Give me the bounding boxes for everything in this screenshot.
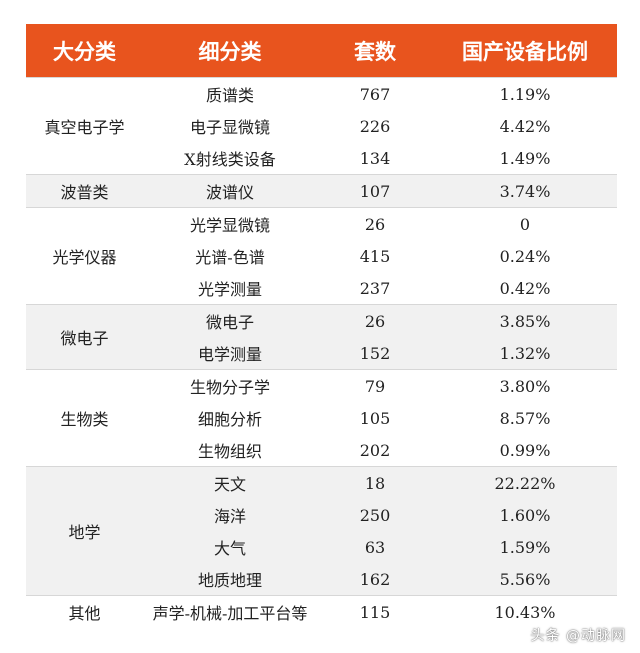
major-category-cell: 地学 [26,466,143,596]
subcategory-cell: 生物分子学 [143,369,317,402]
unit-count-cell: 152 [359,343,391,363]
source-watermark: 头条 @动脉网 [530,628,626,644]
header-subcategory: 细分类 [198,38,262,64]
subcategory-cell: X射线类设备 [184,150,276,169]
subcategory-cell: 质谱类 [143,77,317,110]
subcategory-cell: 波谱仪 [143,174,317,208]
domestic-ratio-cell: 0.42% [499,278,551,298]
major-category-cell: 波普类 [26,174,143,208]
table-row: 地学 天文 18 22.22% [26,466,617,596]
unit-count-cell: 767 [317,77,433,110]
domestic-ratio-cell: 3.80% [433,369,617,402]
subcategory-cell: 海洋 [213,507,246,526]
domestic-ratio-cell: 8.57% [499,408,551,428]
header-major-category: 大分类 [53,38,116,64]
unit-count-cell: 237 [359,278,391,298]
domestic-ratio-cell: 0.99% [499,440,551,460]
unit-count-cell: 63 [364,537,386,557]
table-body: 真空电子学 质谱类 767 1.19% 电子显微镜 226 4.42% X射线类设备 134 1.… [26,77,617,628]
subcategory-cell: 生物组织 [197,442,262,461]
subcategory-cell: 光谱-色谱 [195,248,265,267]
subcategory-cell: 声学-机械-加工平台等 [143,595,317,628]
unit-count-cell: 202 [359,440,391,460]
unit-count-cell: 26 [317,304,433,337]
domestic-ratio-cell: 1.59% [499,537,551,557]
subcategory-cell: 电子显微镜 [189,118,270,137]
subcategory-cell: 天文 [143,466,317,499]
major-category-cell: 真空电子学 [26,77,143,175]
major-category-cell: 其他 [26,595,143,628]
domestic-ratio-cell: 3.74% [433,174,617,208]
subcategory-cell: 光学显微镜 [143,207,317,240]
unit-count-cell: 226 [359,116,391,136]
major-category-cell: 微电子 [26,304,143,370]
table-header: 大分类 细分类 套数 国产设备比例 [26,24,617,78]
table-row: 微电子 微电子 26 3.85% [26,304,617,370]
unit-count-cell: 26 [317,207,433,240]
unit-count-cell: 162 [359,569,391,589]
subcategory-cell: 电学测量 [197,345,262,364]
unit-count-cell: 115 [317,595,433,628]
unit-count-cell: 79 [317,369,433,402]
subcategory-cell: 大气 [213,539,246,558]
subcategory-cell: 细胞分析 [197,410,262,429]
domestic-ratio-cell: 3.85% [433,304,617,337]
table-row: 生物类 生物分子学 79 3.80% [26,369,617,467]
unit-count-cell: 107 [317,174,433,208]
domestic-ratio-cell: 0 [433,207,617,240]
subcategory-cell: 光学测量 [197,280,262,299]
table-row: 真空电子学 质谱类 767 1.19% [26,77,617,175]
domestic-ratio-cell: 1.60% [499,505,551,525]
unit-count-cell: 415 [359,246,391,266]
header-unit-count: 套数 [354,38,396,64]
table-row: 波普类 波谱仪 107 3.74% [26,174,617,208]
domestic-ratio-cell: 4.42% [499,116,551,136]
equipment-statistics-table: 大分类 细分类 套数 国产设备比例 真空电子学 质谱类 767 1.19% 电子显微镜 2… [26,24,617,628]
table-row: 其他 声学-机械-加工平台等 115 10.43% [26,595,617,628]
domestic-ratio-cell: 1.32% [499,343,551,363]
domestic-ratio-cell: 1.49% [499,148,551,168]
subcategory-cell: 地质地理 [197,571,262,590]
unit-count-cell: 250 [359,505,391,525]
major-category-cell: 生物类 [26,369,143,467]
unit-count-cell: 18 [317,466,433,499]
subcategory-cell: 微电子 [143,304,317,337]
table-row: 光学仪器 光学显微镜 26 0 [26,207,617,305]
unit-count-cell: 105 [359,408,391,428]
unit-count-cell: 134 [359,148,391,168]
domestic-ratio-cell: 5.56% [499,569,551,589]
major-category-cell: 光学仪器 [26,207,143,305]
domestic-ratio-cell: 10.43% [433,595,617,628]
header-row: 大分类 细分类 套数 国产设备比例 [26,24,617,78]
domestic-ratio-cell: 22.22% [433,466,617,499]
header-domestic-ratio: 国产设备比例 [462,38,588,64]
domestic-ratio-cell: 0.24% [499,246,551,266]
domestic-ratio-cell: 1.19% [433,77,617,110]
